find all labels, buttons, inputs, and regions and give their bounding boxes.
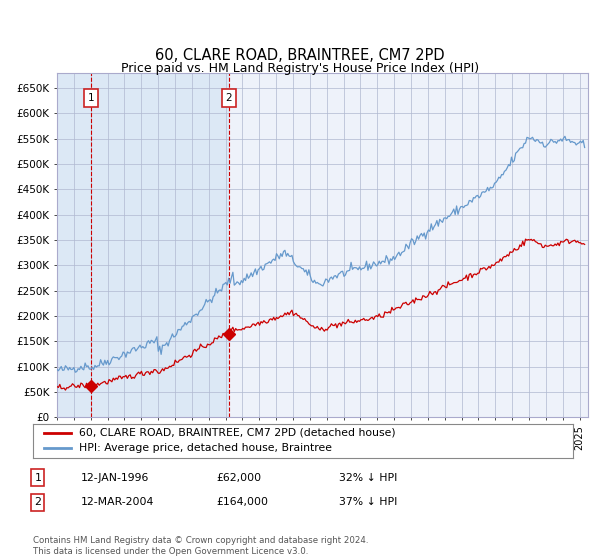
Text: Contains HM Land Registry data © Crown copyright and database right 2024.
This d: Contains HM Land Registry data © Crown c… — [33, 536, 368, 556]
Text: 2: 2 — [34, 497, 41, 507]
Text: 1: 1 — [34, 473, 41, 483]
Text: £62,000: £62,000 — [216, 473, 261, 483]
Text: £164,000: £164,000 — [216, 497, 268, 507]
Text: 60, CLARE ROAD, BRAINTREE, CM7 2PD (detached house): 60, CLARE ROAD, BRAINTREE, CM7 2PD (deta… — [79, 428, 395, 438]
Bar — [57, 73, 229, 417]
Text: 32% ↓ HPI: 32% ↓ HPI — [339, 473, 397, 483]
Text: 12-MAR-2004: 12-MAR-2004 — [81, 497, 154, 507]
Text: Price paid vs. HM Land Registry's House Price Index (HPI): Price paid vs. HM Land Registry's House … — [121, 62, 479, 75]
Text: 60, CLARE ROAD, BRAINTREE, CM7 2PD: 60, CLARE ROAD, BRAINTREE, CM7 2PD — [155, 49, 445, 63]
Text: 1: 1 — [88, 93, 95, 103]
Text: 2: 2 — [226, 93, 232, 103]
Text: HPI: Average price, detached house, Braintree: HPI: Average price, detached house, Brai… — [79, 444, 332, 454]
Text: 12-JAN-1996: 12-JAN-1996 — [81, 473, 149, 483]
Text: 37% ↓ HPI: 37% ↓ HPI — [339, 497, 397, 507]
